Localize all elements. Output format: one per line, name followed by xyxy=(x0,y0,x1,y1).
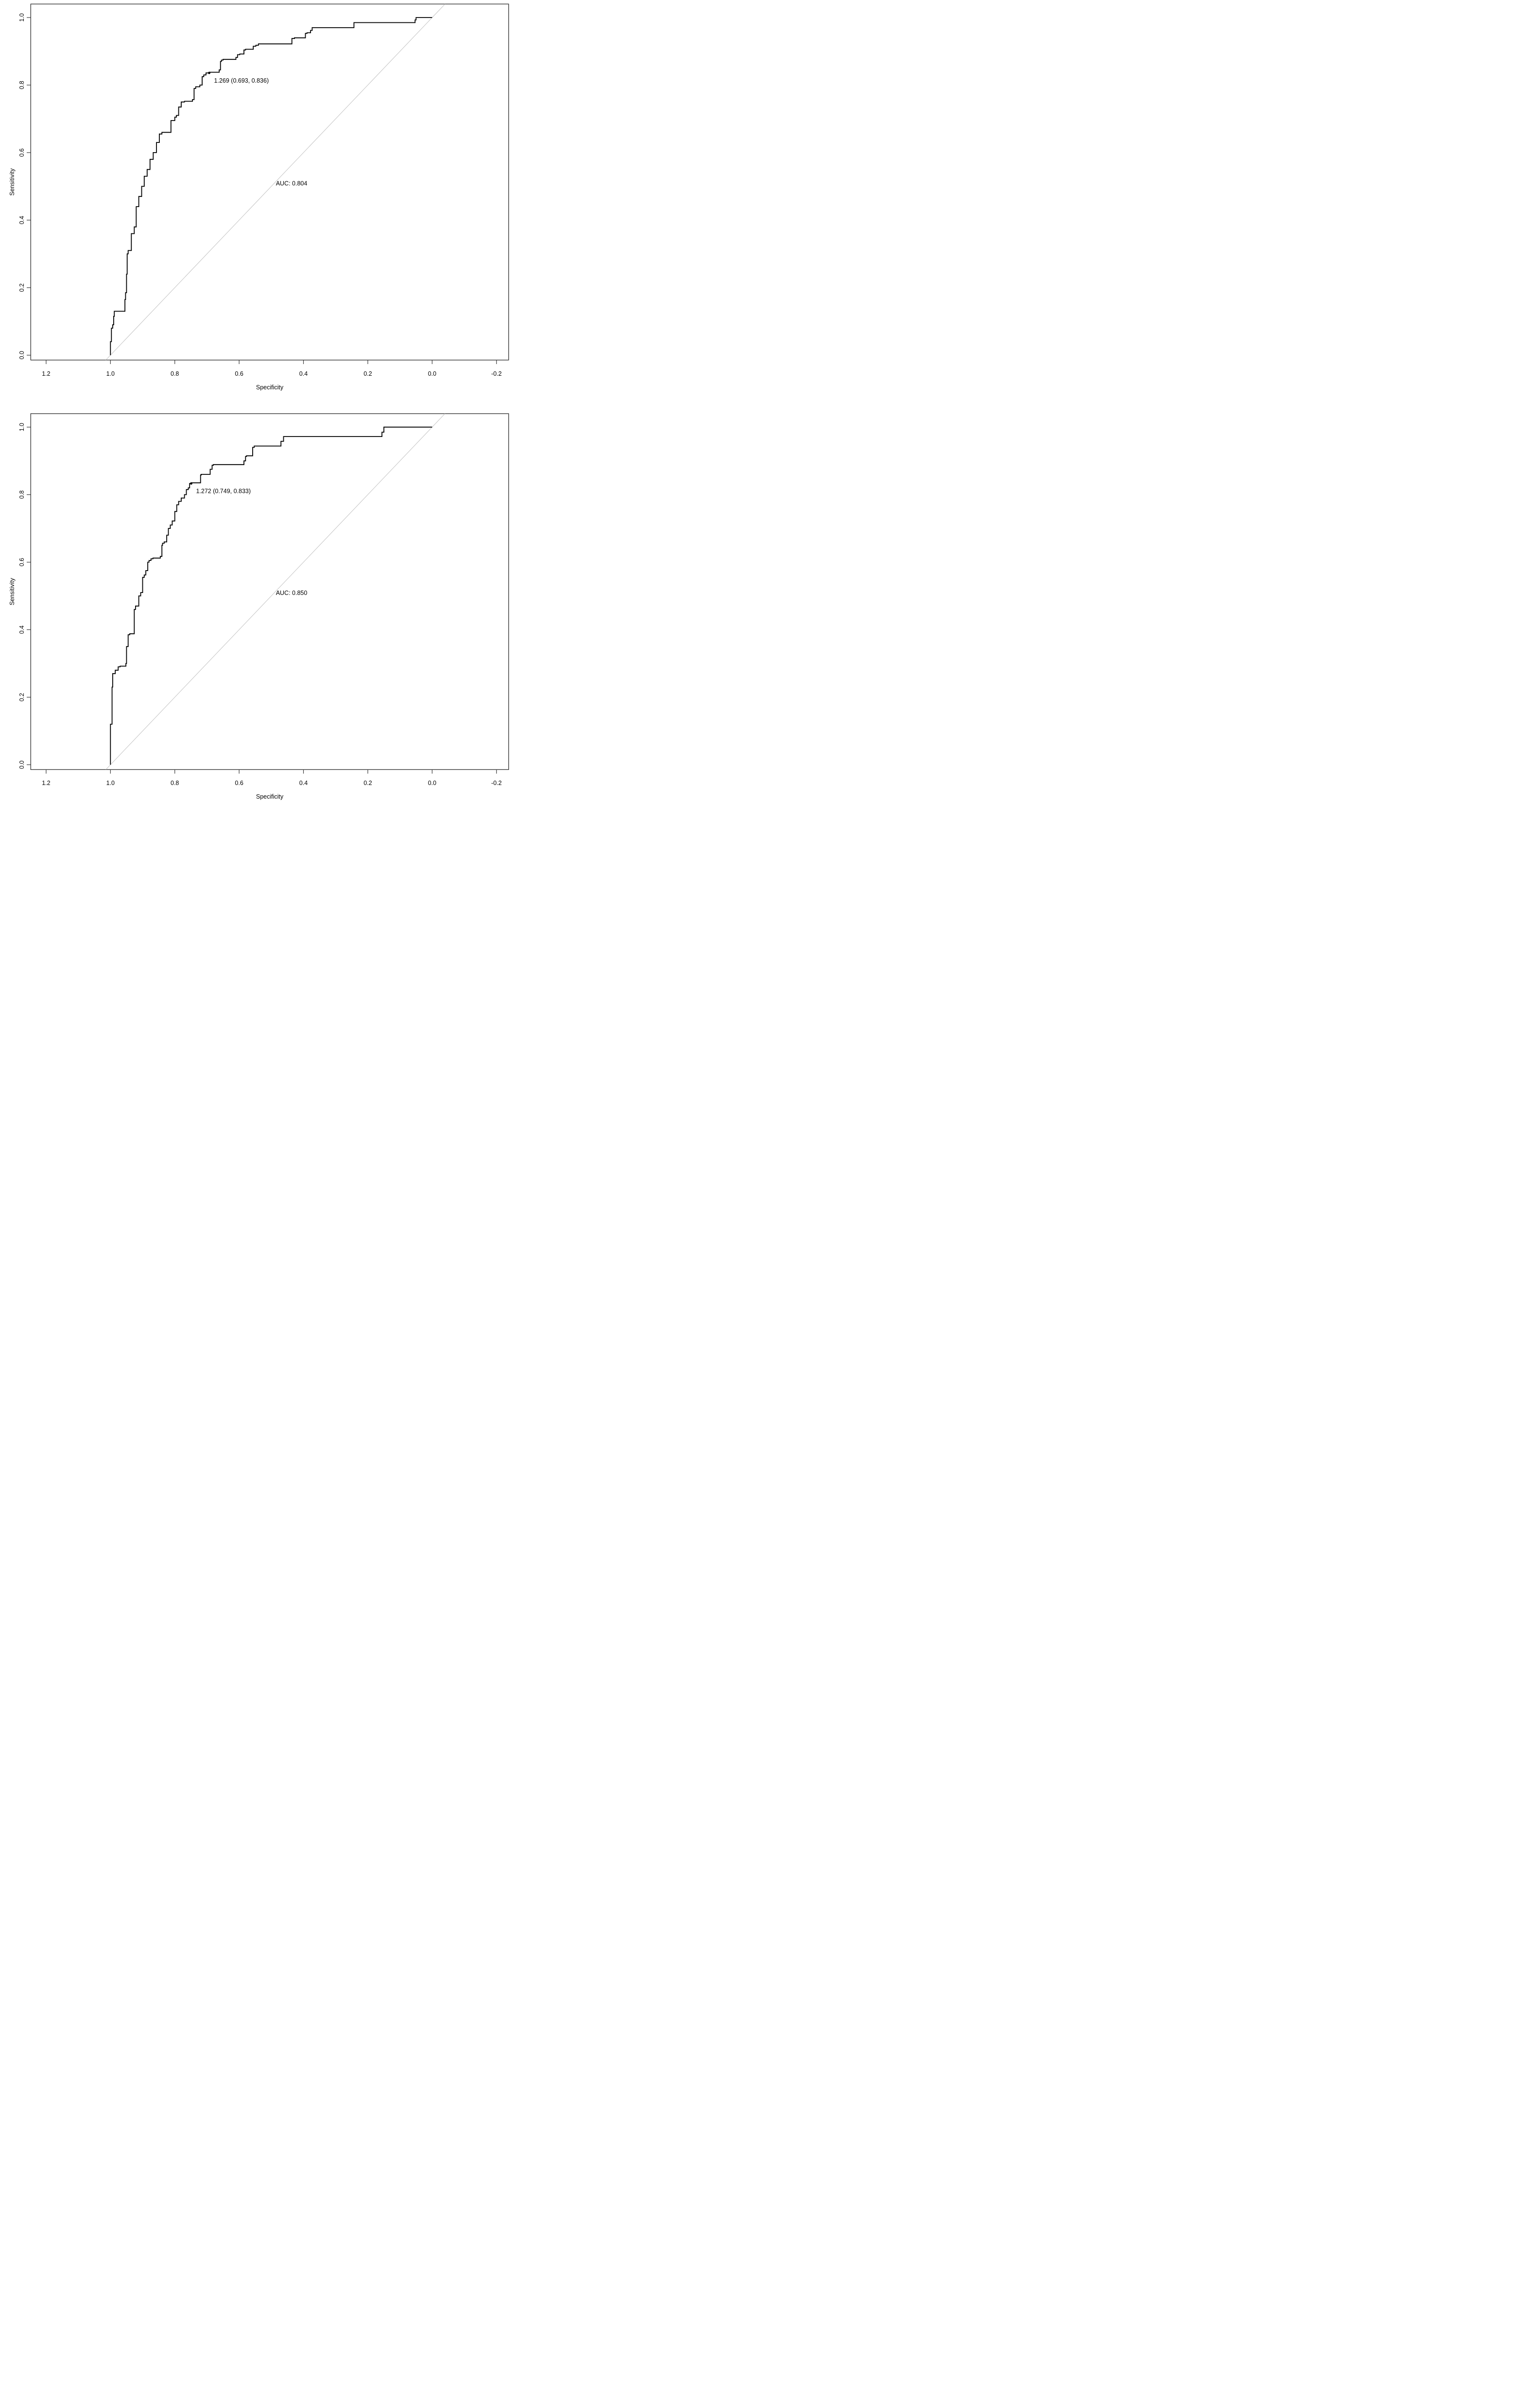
y-tick-label: 0.8 xyxy=(18,81,25,89)
x-axis-title: Specificity xyxy=(256,793,284,800)
y-tick-label: 0.4 xyxy=(18,216,25,224)
chance-diagonal-line xyxy=(105,413,446,770)
x-tick-label: 0.6 xyxy=(235,780,243,786)
roc-curve xyxy=(110,426,432,765)
x-tick-label: 0.4 xyxy=(299,780,308,786)
x-tick-label: 1.2 xyxy=(42,370,50,377)
best-threshold-dot xyxy=(208,71,210,74)
x-tick-label: 0.4 xyxy=(299,370,308,377)
y-tick-label: 0.2 xyxy=(18,283,25,292)
y-axis-title: Sensitivity xyxy=(9,168,16,196)
chance-diagonal-line xyxy=(105,4,446,361)
x-axis-title: Specificity xyxy=(256,384,284,391)
y-tick-label: 0.6 xyxy=(18,558,25,566)
auc-label: AUC: 0.804 xyxy=(276,180,308,187)
x-tick-label: 0.0 xyxy=(428,370,436,377)
roc-panel-bottom: 1.2 1.0 0.8 0.6 0.4 0.2 0.0 -0.2 1.0 0.8 0.6 0.4 0.2… xyxy=(0,401,512,803)
x-tick-label: 0.6 xyxy=(235,370,243,377)
x-tick-label: 1.2 xyxy=(42,780,50,786)
x-tick-label: 0.2 xyxy=(363,780,372,786)
best-threshold-dot xyxy=(190,482,192,485)
x-tick-label: -0.2 xyxy=(491,780,502,786)
y-tick-label: 0.0 xyxy=(18,761,25,769)
y-tick-label: 0.0 xyxy=(18,351,25,359)
x-tick-label: 0.8 xyxy=(171,370,179,377)
roc-panel-top: 1.2 1.0 0.8 0.6 0.4 0.2 0.0 -0.2 1.0 0.8 0.6 0.4 0.2… xyxy=(0,0,512,401)
x-tick-label: 1.0 xyxy=(106,370,115,377)
y-tick-label: 0.8 xyxy=(18,490,25,499)
y-tick-label: 0.4 xyxy=(18,626,25,634)
roc-chart-bottom: 1.2 1.0 0.8 0.6 0.4 0.2 0.0 -0.2 1.0 0.8 0.6 0.4 0.2… xyxy=(9,413,509,800)
roc-figure: 1.2 1.0 0.8 0.6 0.4 0.2 0.0 -0.2 1.0 0.8 0.6 0.4 0.2… xyxy=(0,0,512,803)
y-tick-label: 1.0 xyxy=(18,423,25,431)
plot-box xyxy=(30,413,509,770)
x-tick-label: 0.8 xyxy=(171,780,179,786)
y-tick-label: 0.2 xyxy=(18,693,25,701)
plot-box xyxy=(30,3,509,361)
y-tick-label: 0.6 xyxy=(18,148,25,157)
best-threshold-label: 1.272 (0.749, 0.833) xyxy=(196,488,251,495)
x-tick-label: 1.0 xyxy=(106,780,115,786)
roc-chart-top: 1.2 1.0 0.8 0.6 0.4 0.2 0.0 -0.2 1.0 0.8 0.6 0.4 0.2… xyxy=(9,3,509,391)
x-tick-label: 0.0 xyxy=(428,780,436,786)
x-tick-label: 0.2 xyxy=(363,370,372,377)
roc-curve xyxy=(110,17,432,355)
best-threshold-label: 1.269 (0.693, 0.836) xyxy=(214,77,269,84)
auc-label: AUC: 0.850 xyxy=(276,590,308,596)
y-axis-title: Sensitivity xyxy=(9,577,16,605)
y-tick-label: 1.0 xyxy=(18,13,25,21)
x-tick-label: -0.2 xyxy=(491,370,502,377)
